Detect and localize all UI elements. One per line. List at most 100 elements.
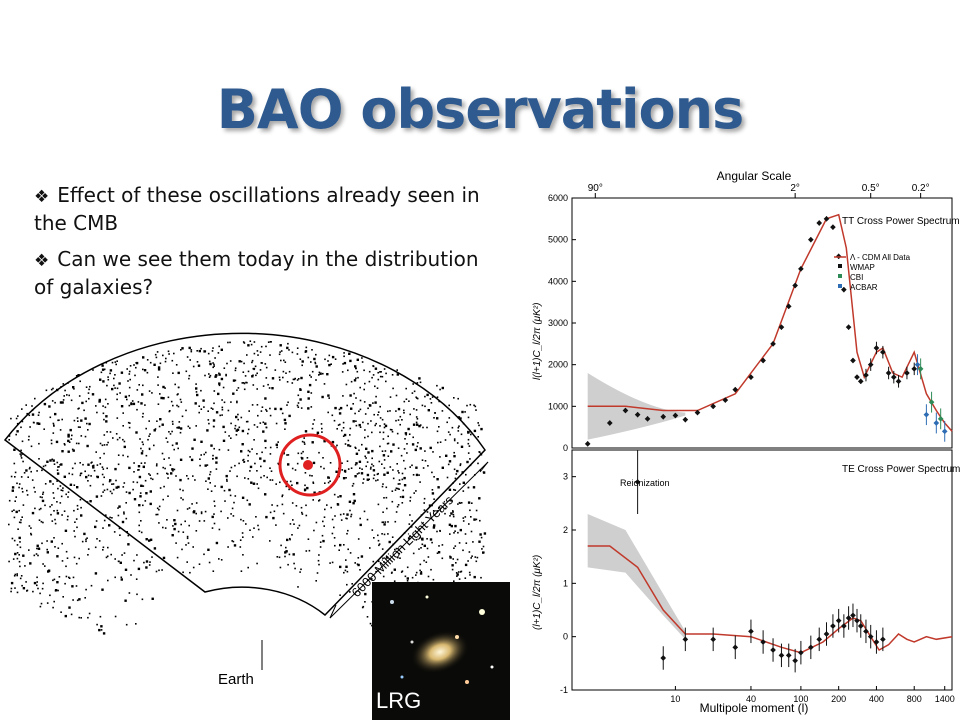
- galaxy-dot: [291, 534, 293, 536]
- galaxy-dot: [347, 444, 350, 447]
- galaxy-dot: [14, 552, 17, 556]
- galaxy-dot: [461, 471, 464, 474]
- galaxy-dot: [360, 472, 364, 475]
- galaxy-dot: [292, 519, 294, 521]
- galaxy-dot: [232, 379, 236, 382]
- top-tick-label: 0.2°: [912, 183, 930, 194]
- galaxy-dot: [198, 563, 201, 565]
- galaxy-dot: [217, 392, 220, 396]
- te-point: [854, 617, 860, 624]
- galaxy-dot: [399, 557, 401, 559]
- galaxy-dot: [471, 502, 473, 504]
- galaxy-dot: [286, 381, 289, 383]
- galaxy-dot: [60, 611, 62, 613]
- galaxy-dot: [289, 480, 292, 483]
- galaxy-dot: [60, 463, 63, 466]
- tt-point: [863, 372, 869, 378]
- galaxy-dot: [381, 521, 384, 524]
- galaxy-dot: [16, 552, 19, 554]
- galaxy-dot: [249, 529, 251, 531]
- galaxy-dot: [401, 472, 404, 475]
- galaxy-dot: [472, 541, 474, 543]
- galaxy-dot: [338, 412, 342, 415]
- galaxy-dot: [471, 555, 473, 557]
- tt-point: [933, 420, 940, 426]
- galaxy-dot: [105, 420, 108, 423]
- galaxy-dot: [171, 420, 174, 423]
- galaxy-dot: [415, 539, 418, 541]
- te-ytick-label: 3: [563, 472, 568, 482]
- galaxy-dot: [210, 490, 213, 492]
- galaxy-dot: [133, 498, 137, 501]
- galaxy-dot: [206, 429, 209, 432]
- te-point: [732, 644, 739, 651]
- galaxy-dot: [453, 532, 455, 534]
- galaxy-dot: [229, 360, 232, 362]
- galaxy-dot: [251, 375, 254, 378]
- galaxy-dot: [271, 479, 274, 481]
- galaxy-dot: [364, 592, 367, 596]
- galaxy-dot: [316, 572, 319, 574]
- galaxy-dot: [251, 361, 253, 364]
- x-tick-label: 1400: [935, 694, 955, 704]
- galaxy-dot: [380, 371, 382, 373]
- galaxy-dot: [24, 565, 26, 567]
- galaxy-dot: [179, 398, 182, 401]
- galaxy-dot: [28, 435, 30, 438]
- galaxy-dot: [362, 605, 365, 608]
- galaxy-dot: [391, 430, 394, 433]
- galaxy-dot: [99, 378, 102, 381]
- galaxy-dot: [335, 470, 338, 473]
- galaxy-dot: [419, 569, 421, 572]
- galaxy-dot: [358, 472, 360, 474]
- galaxy-dot: [344, 471, 347, 473]
- galaxy-dot: [81, 401, 84, 405]
- diamond-bullet-icon: ❖: [34, 251, 50, 271]
- galaxy-dot: [146, 359, 149, 361]
- galaxy-dot: [73, 419, 76, 422]
- galaxy-dot: [50, 540, 53, 543]
- te-ytick-label: 0: [563, 632, 568, 642]
- galaxy-dot: [153, 547, 157, 550]
- galaxy-dot: [395, 419, 397, 422]
- galaxy-dot: [292, 553, 295, 556]
- galaxy-dot: [438, 545, 440, 547]
- galaxy-dot: [304, 472, 307, 474]
- galaxy-dot: [30, 527, 32, 529]
- galaxy-dot: [327, 394, 330, 397]
- galaxy-dot: [157, 368, 161, 371]
- galaxy-dot: [48, 405, 51, 408]
- galaxy-dot: [175, 475, 177, 477]
- galaxy-dot: [31, 479, 34, 481]
- galaxy-dot: [188, 524, 190, 527]
- galaxy-dot: [198, 520, 201, 522]
- galaxy-dot: [125, 502, 127, 504]
- galaxy-dot: [20, 457, 23, 459]
- galaxy-dot: [38, 422, 41, 425]
- galaxy-dot: [249, 470, 251, 472]
- galaxy-dot: [44, 565, 46, 567]
- galaxy-dot: [282, 370, 285, 373]
- galaxy-dot: [189, 427, 191, 429]
- galaxy-dot: [212, 362, 214, 364]
- galaxy-dot: [372, 469, 376, 472]
- galaxy-dot: [87, 554, 89, 556]
- galaxy-dot: [190, 458, 194, 462]
- galaxy-dot: [271, 504, 273, 506]
- galaxy-dot: [225, 374, 227, 377]
- galaxy-dot: [284, 428, 286, 430]
- galaxy-dot: [230, 422, 232, 425]
- galaxy-dot: [311, 370, 314, 373]
- galaxy-dot: [154, 428, 157, 430]
- galaxy-dot: [438, 400, 440, 403]
- te-point: [682, 636, 689, 643]
- galaxy-dot: [399, 496, 402, 498]
- galaxy-dot: [56, 461, 59, 464]
- galaxy-dot: [166, 472, 168, 475]
- galaxy-dot: [105, 415, 108, 418]
- galaxy-dot: [144, 462, 146, 464]
- galaxy-dot: [44, 464, 47, 467]
- galaxy-dot: [72, 386, 75, 389]
- galaxy-dot: [192, 475, 194, 477]
- galaxy-dot: [395, 487, 398, 490]
